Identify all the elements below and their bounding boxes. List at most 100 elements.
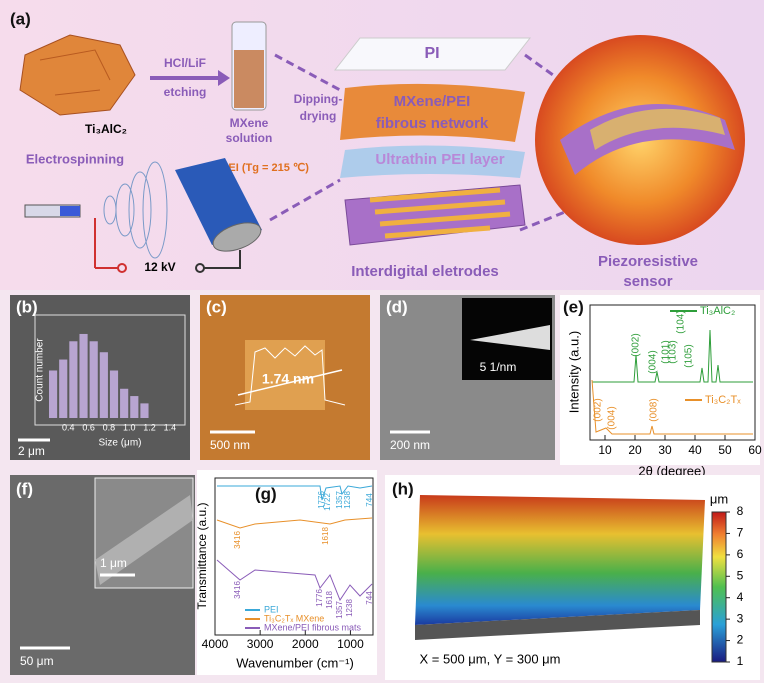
- xrd-curve: [592, 329, 753, 383]
- voltage-label: 12 kV: [144, 260, 175, 274]
- sensor-network: [590, 108, 725, 150]
- collector-end: [212, 222, 262, 252]
- colorbar-unit: μm: [710, 491, 728, 506]
- x-tick-label: 1.4: [164, 422, 177, 432]
- ftir-curve: [216, 559, 373, 602]
- y-axis-label: Count number: [35, 338, 46, 402]
- peak-label: (101): [661, 340, 672, 363]
- histogram-bar: [69, 341, 78, 418]
- syringe-fluid: [60, 206, 80, 216]
- panel-label: (g): [255, 484, 277, 503]
- fiber: [95, 495, 193, 585]
- x-tick-label: 10: [598, 443, 612, 457]
- caption: X = 500 μm, Y = 300 μm: [420, 651, 561, 666]
- histogram-bar: [109, 370, 119, 418]
- x-tick-label: 1.2: [143, 422, 156, 432]
- peak-label: 1618: [325, 591, 334, 609]
- dashed-line: [519, 208, 571, 232]
- dashed-line: [524, 53, 561, 82]
- layer-label: MXene/PEI: [394, 93, 471, 110]
- panel-label: (f): [16, 479, 33, 498]
- scale-label: 1 μm: [100, 556, 127, 570]
- x-tick-label: 20: [628, 443, 642, 457]
- inset-frame: [34, 314, 186, 426]
- panel-label: (a): [10, 9, 31, 28]
- surface-edge: [415, 610, 700, 640]
- process-label: Electrospinning: [26, 151, 124, 166]
- legend-label: Ti₃C₂Tₓ: [705, 394, 741, 406]
- step-label: drying: [300, 109, 337, 123]
- histogram-bar: [59, 359, 68, 418]
- panel-label: (c): [206, 297, 227, 316]
- solution: [234, 50, 264, 108]
- axes-frame: [589, 304, 756, 441]
- colorbar: [711, 511, 727, 663]
- scale-label: 200 nm: [390, 438, 430, 452]
- legend-label: PEI: [264, 604, 279, 614]
- histogram-bar: [79, 333, 88, 418]
- x-axis-label: 2θ (degree): [638, 463, 705, 478]
- mxene-network: [340, 83, 525, 142]
- x-tick-label: 1.0: [123, 422, 136, 432]
- peak-label: (002): [631, 333, 642, 356]
- peak-label: (004): [607, 406, 618, 429]
- scale-label: 2 μm: [18, 444, 45, 458]
- x-tick-label: 50: [718, 443, 732, 457]
- colorbar-tick-label: 7: [737, 526, 744, 540]
- step-label: HCl/LiF: [164, 56, 206, 70]
- peak-label: 1238: [345, 599, 354, 617]
- peak-label: 1776: [317, 491, 326, 509]
- x-tick-label: 30: [658, 443, 672, 457]
- xrd-plot-bg: [560, 295, 760, 465]
- jet-cone: [103, 161, 168, 259]
- colorbar-tick-label: 4: [737, 590, 744, 604]
- xrd-curve: [591, 379, 753, 435]
- scan-line: [237, 369, 343, 396]
- x-tick-label: 0.4: [62, 422, 75, 432]
- colorbar-tick-label: 6: [737, 547, 744, 561]
- peak-label: 1618: [321, 527, 330, 545]
- peak-label: 3416: [233, 581, 242, 599]
- x-axis-label: Wavenumber (cm⁻¹): [236, 655, 354, 670]
- ftir-curve: [217, 485, 373, 501]
- ftir-curve: [216, 517, 373, 529]
- layer-label: Ultrathin PEI layer: [375, 151, 504, 168]
- peak-label: (004): [648, 350, 659, 373]
- histogram-bar: [120, 388, 129, 418]
- surface-map: [415, 495, 705, 625]
- legend-label: MXene/PEI fibrous mats: [264, 622, 362, 632]
- x-tick-label: 2000: [292, 637, 319, 651]
- colorbar-tick-label: 8: [737, 504, 744, 518]
- vial-label: solution: [226, 131, 273, 145]
- dashed-line: [269, 178, 341, 222]
- x-axis-label: Size (μm): [99, 438, 142, 449]
- colorbar-tick-label: 5: [737, 568, 744, 582]
- component-label: Piezoresistive: [598, 253, 698, 270]
- colorbar-tick-label: 1: [737, 654, 744, 668]
- electrode-fingers: [369, 187, 511, 239]
- peak-label: (105): [684, 344, 695, 367]
- peak-label: 1776: [315, 589, 324, 607]
- peak-label: (104): [676, 310, 687, 333]
- peak-label: 1357: [335, 601, 344, 619]
- scale-label: 500 nm: [210, 438, 250, 452]
- material-label: PEI (Tg = 215 ℃): [221, 162, 309, 174]
- step-label: Dipping-: [294, 92, 343, 106]
- pi-sheet: [333, 37, 532, 71]
- pei-layer: [340, 145, 525, 178]
- thickness-label: 1.74 nm: [262, 371, 314, 387]
- x-tick-label: 3000: [247, 637, 274, 651]
- peak-label: (103): [668, 340, 679, 363]
- step-label: etching: [164, 85, 207, 99]
- saed-beam: [470, 325, 550, 350]
- peak-label: 1357: [335, 491, 344, 509]
- x-tick-label: 1000: [337, 637, 364, 651]
- ti3alc2-crystal: [19, 34, 136, 116]
- peak-label: (008): [649, 398, 660, 421]
- histogram-bar: [49, 370, 58, 418]
- x-tick-label: 0.6: [82, 422, 95, 432]
- peak-label: 1722: [323, 493, 332, 511]
